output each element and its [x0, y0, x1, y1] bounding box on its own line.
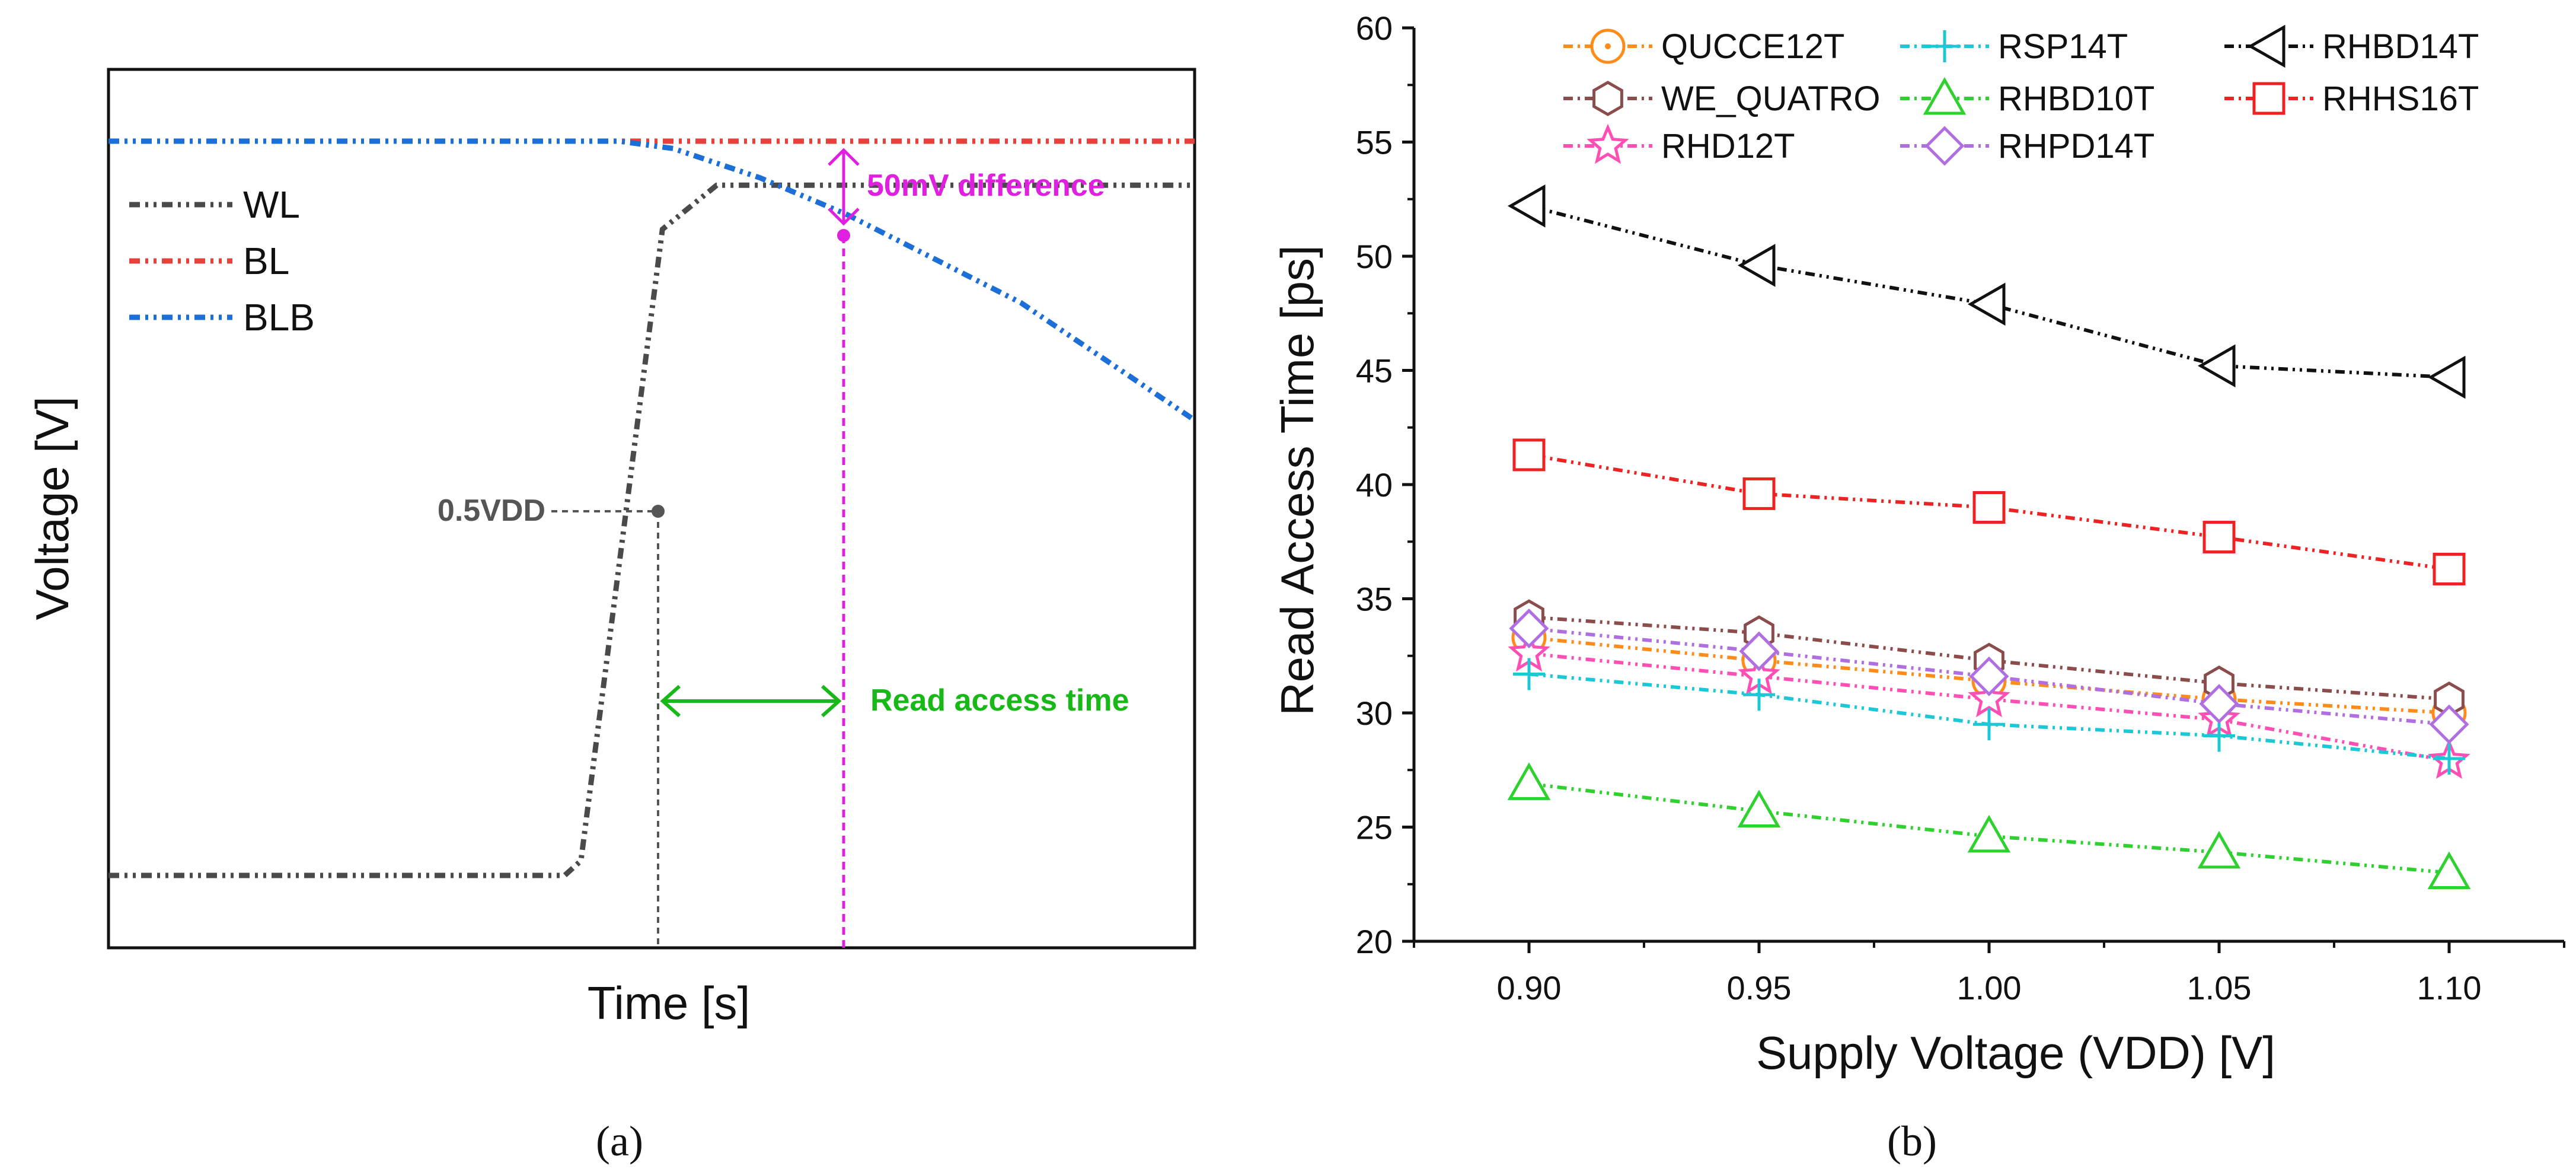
panel-a-legend: WL BL BLB — [129, 183, 315, 339]
sense-point — [837, 229, 850, 242]
x-tick-label: 1.05 — [2187, 969, 2252, 1007]
rhhs16t-data-point — [1742, 477, 1776, 510]
panel-a-plot-frame — [107, 68, 1196, 950]
fifty-mv-arrow-head-bottom — [828, 208, 860, 226]
rhbd14t-data-point — [2197, 344, 2236, 388]
rhpd14t-data-point — [1969, 656, 2009, 696]
rhbd10t-data-point — [1967, 814, 2011, 853]
panel-b-x-axis-label: Supply Voltage (VDD) [V] — [1756, 1027, 2275, 1079]
rhpd14t-data-point — [2199, 684, 2239, 724]
y-tick-label: 40 — [1356, 466, 1393, 504]
panel-a-x-axis-label: Time [s] — [588, 977, 750, 1029]
half-vdd-label: 0.5VDD — [438, 493, 545, 528]
rhhs16t-data-point — [2433, 552, 2466, 585]
legend-rhhs16t-marker — [2252, 82, 2285, 115]
y-tick-label: 60 — [1356, 9, 1393, 47]
rhbd10t-data-point — [2197, 830, 2241, 869]
legend-blb-label: BLB — [243, 296, 315, 339]
legend-rhpd14t-marker — [1924, 126, 1965, 166]
x-tick-label: 1.10 — [2417, 969, 2482, 1007]
y-tick-label: 20 — [1356, 923, 1393, 960]
half-vdd-point — [652, 505, 665, 518]
panel-a-y-axis-label: Voltage [V] — [26, 396, 78, 620]
panel-b-y-axis-label: Read Access Time [ps] — [1271, 245, 1323, 715]
rhbd14t-series-line — [1528, 204, 2450, 379]
legend-bl-label: BL — [243, 240, 289, 282]
rhpd14t-data-point — [2429, 704, 2469, 744]
fifty-mv-label: 50mV difference — [867, 168, 1105, 203]
panel-a-waveform-chart: 0.5VDD 50mV difference Read access time … — [26, 68, 1196, 1165]
y-tick-label: 55 — [1356, 124, 1393, 161]
rhbd14t-data-point — [1507, 184, 1546, 228]
panel-b-axes: 20 25 30 35 40 45 50 55 60 0.90 0.95 1.00 1.05 1.10 — [1356, 9, 2565, 1007]
rhbd14t-data-point — [2427, 355, 2466, 399]
blb-series-line — [108, 138, 1196, 423]
rhpd14t-data-point — [1509, 609, 1549, 649]
y-tick-label: 35 — [1356, 581, 1393, 618]
x-tick-label: 0.90 — [1497, 969, 1562, 1007]
legend-rhbd10t-marker — [1923, 77, 1967, 115]
y-tick-label: 25 — [1356, 809, 1393, 846]
y-tick-label: 50 — [1356, 238, 1393, 275]
panel-a-caption: (a) — [596, 1117, 643, 1165]
rsp14t-data-point — [2203, 719, 2235, 752]
legend-rsp14t-label: RSP14T — [1998, 27, 2128, 66]
rsp14t-data-point — [1743, 679, 1775, 711]
y-tick-label: 30 — [1356, 695, 1393, 732]
read-access-label: Read access time — [870, 683, 1129, 718]
wl-series-line — [108, 182, 1195, 878]
legend-rhpd14t-label: RHPD14T — [1998, 127, 2154, 165]
panel-b-read-access-chart: 20 25 30 35 40 45 50 55 60 0.90 0.95 1.00 1.05 1.10 Q… — [1271, 9, 2565, 1165]
rhbd10t-series — [1507, 762, 2471, 889]
read-access-arrow-head-right — [821, 684, 842, 718]
legend-rhbd10t-label: RHBD10T — [1998, 79, 2154, 118]
rhd12t-data-point — [1968, 677, 2010, 718]
panel-a-annotations: 0.5VDD 50mV difference Read access time — [438, 148, 1129, 948]
read-access-arrow-head-left — [660, 684, 681, 718]
rsp14t-data-point — [2433, 743, 2465, 775]
rhbd14t-data-point — [1737, 244, 1776, 287]
rhbd14t-data-point — [1967, 282, 2006, 326]
panel-b-legend: QUCCE12T WE_QUATRO RHD12T RSP14T RHBD10T RHPD… — [1563, 24, 2479, 166]
panel-b-caption: (b) — [1887, 1117, 1937, 1165]
fifty-mv-arrow-head-top — [828, 148, 860, 166]
rhpd14t-data-point — [1739, 631, 1779, 671]
legend-qucce12t-marker — [1590, 28, 1626, 64]
legend-rhbd14t-marker — [2247, 24, 2285, 68]
panel-b-series-group — [1507, 184, 2471, 889]
rhpd14t-series — [1509, 609, 2469, 744]
legend-rhd12t-marker — [1587, 123, 1629, 164]
rhbd14t-series — [1507, 184, 2466, 399]
rsp14t-data-point — [1973, 708, 2005, 741]
rhbd10t-data-point — [1507, 762, 1551, 800]
rsp14t-series — [1513, 658, 2465, 775]
legend-wl-label: WL — [243, 183, 300, 226]
rhhs16t-data-point — [1512, 438, 1546, 472]
panel-a-series-group — [108, 138, 1196, 878]
rhhs16t-data-point — [1972, 491, 2006, 524]
x-tick-label: 1.00 — [1957, 969, 2022, 1007]
legend-rhbd14t-label: RHBD14T — [2322, 27, 2479, 66]
rhhs16t-series — [1512, 438, 2466, 585]
rhbd10t-data-point — [1737, 789, 1781, 828]
y-tick-label: 45 — [1356, 352, 1393, 390]
legend-rsp14t-marker — [1929, 30, 1961, 62]
legend-we-quatro-marker — [1592, 81, 1623, 116]
legend-qucce12t-label: QUCCE12T — [1661, 27, 1844, 66]
legend-rhhs16t-label: RHHS16T — [2322, 79, 2479, 118]
rsp14t-data-point — [1513, 658, 1545, 690]
legend-we-quatro-label: WE_QUATRO — [1661, 79, 1881, 118]
rhhs16t-data-point — [2202, 521, 2236, 554]
rhbd10t-data-point — [2427, 851, 2471, 889]
x-tick-label: 0.95 — [1727, 969, 1792, 1007]
legend-rhd12t-label: RHD12T — [1661, 127, 1795, 165]
